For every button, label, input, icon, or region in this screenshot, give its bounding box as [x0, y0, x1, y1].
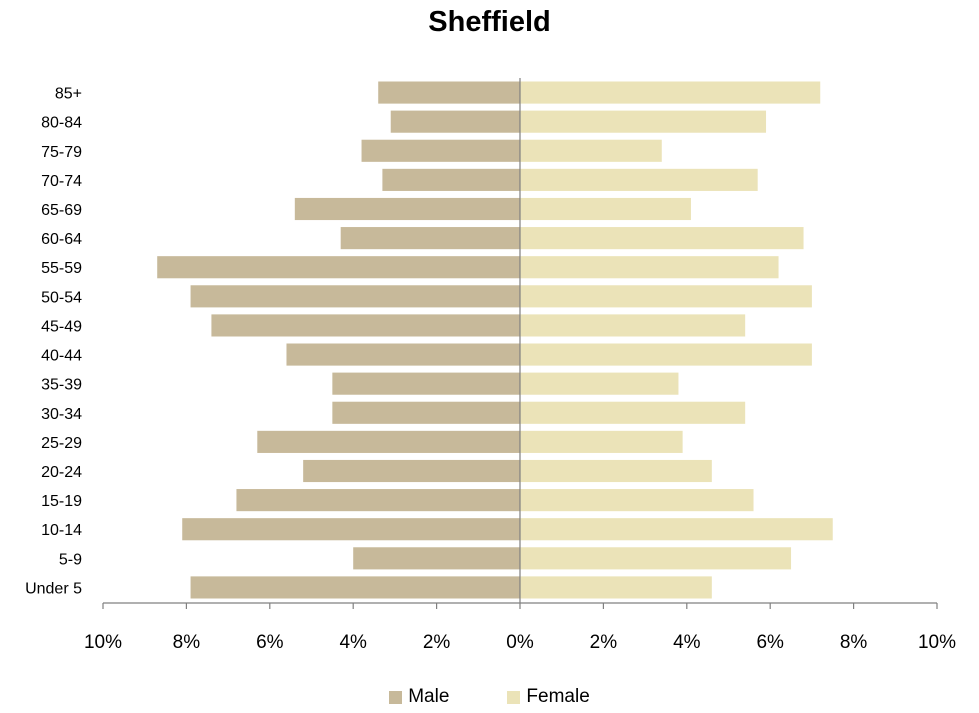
- x-tick-label: 2%: [590, 632, 618, 653]
- y-tick-label: 80-84: [41, 115, 82, 132]
- x-tick-label: 8%: [173, 632, 201, 653]
- bar-female-60-64: [520, 227, 804, 250]
- bar-female-30-34: [520, 401, 746, 424]
- x-tick-label: 6%: [256, 632, 284, 653]
- y-tick-label: 70-74: [41, 173, 82, 190]
- bar-female-50-54: [520, 285, 812, 308]
- bar-male-75-79: [361, 139, 520, 162]
- bar-female-10-14: [520, 518, 833, 541]
- bar-male-40-44: [286, 343, 520, 366]
- x-tick-label: 6%: [756, 632, 784, 653]
- female-bars: [520, 81, 833, 599]
- bar-female-45-49: [520, 314, 746, 337]
- legend-swatch-female: [507, 690, 521, 704]
- y-tick-label: 45-49: [41, 318, 82, 335]
- bar-male-25-29: [257, 430, 520, 453]
- x-tick-label: 8%: [840, 632, 868, 653]
- y-tick-label: 15-19: [41, 493, 82, 510]
- bar-male-85plus: [378, 81, 520, 104]
- bar-male-55-59: [157, 256, 520, 279]
- y-tick-label: 85+: [55, 86, 82, 103]
- bar-female-25-29: [520, 430, 683, 453]
- bar-female-35-39: [520, 372, 679, 395]
- y-tick-label: Under 5: [25, 580, 82, 597]
- chart-title: Sheffield: [428, 6, 551, 38]
- bar-female-15-19: [520, 489, 754, 512]
- bar-male-Under-5: [190, 576, 520, 599]
- legend: Male Female: [0, 686, 979, 708]
- y-tick-label: 25-29: [41, 435, 82, 452]
- y-tick-label: 60-64: [41, 231, 82, 248]
- male-bars: [157, 81, 521, 599]
- bar-male-50-54: [190, 285, 520, 308]
- bar-female-75-79: [520, 139, 662, 162]
- y-tick-label: 5-9: [59, 551, 82, 568]
- bar-male-15-19: [236, 489, 520, 512]
- legend-item-male: Male: [389, 686, 449, 708]
- legend-label-male: Male: [408, 686, 450, 707]
- bar-female-40-44: [520, 343, 812, 366]
- bar-female-5-9: [520, 547, 792, 570]
- bar-female-65-69: [520, 197, 691, 221]
- legend-item-female: Female: [507, 686, 590, 708]
- bar-male-60-64: [340, 227, 520, 250]
- bar-male-30-34: [332, 401, 520, 424]
- y-tick-label: 35-39: [41, 377, 82, 394]
- bar-male-20-24: [303, 459, 520, 483]
- bar-male-70-74: [382, 168, 520, 191]
- x-tick-labels: 10% 8% 6% 4% 2% 0% 2% 4% 6% 8% 10%: [84, 632, 956, 653]
- x-tick-label: 4%: [339, 632, 367, 653]
- x-tick-label: 10%: [84, 632, 122, 653]
- bar-male-80-84: [390, 110, 520, 133]
- bar-male-45-49: [211, 314, 521, 337]
- y-tick-label: 65-69: [41, 202, 82, 219]
- bar-female-20-24: [520, 459, 712, 483]
- bar-female-55-59: [520, 256, 779, 279]
- y-tick-label: 55-59: [41, 260, 82, 277]
- y-tick-label: 20-24: [41, 464, 82, 481]
- y-tick-label: 10-14: [41, 522, 82, 539]
- bar-male-10-14: [182, 518, 521, 541]
- bar-female-85plus: [520, 81, 821, 104]
- bar-female-Under-5: [520, 576, 712, 599]
- bar-male-5-9: [353, 547, 520, 570]
- legend-label-female: Female: [526, 686, 590, 707]
- bar-male-65-69: [294, 197, 520, 221]
- y-tick-label: 50-54: [41, 289, 82, 306]
- y-tick-label: 30-34: [41, 406, 82, 423]
- x-tick-label: 2%: [423, 632, 451, 653]
- y-tick-label: 40-44: [41, 348, 82, 365]
- y-tick-labels: 85+ 80-84 75-79 70-74 65-69 60-64 55-59 50-54 45…: [25, 86, 82, 598]
- legend-swatch-male: [389, 690, 403, 704]
- y-tick-label: 75-79: [41, 144, 82, 161]
- bar-female-80-84: [520, 110, 767, 133]
- x-tick-label: 10%: [918, 632, 956, 653]
- x-tick-label: 0%: [506, 632, 534, 653]
- bar-male-35-39: [332, 372, 520, 395]
- x-tick-label: 4%: [673, 632, 701, 653]
- axes: [102, 78, 938, 609]
- bar-female-70-74: [520, 168, 758, 191]
